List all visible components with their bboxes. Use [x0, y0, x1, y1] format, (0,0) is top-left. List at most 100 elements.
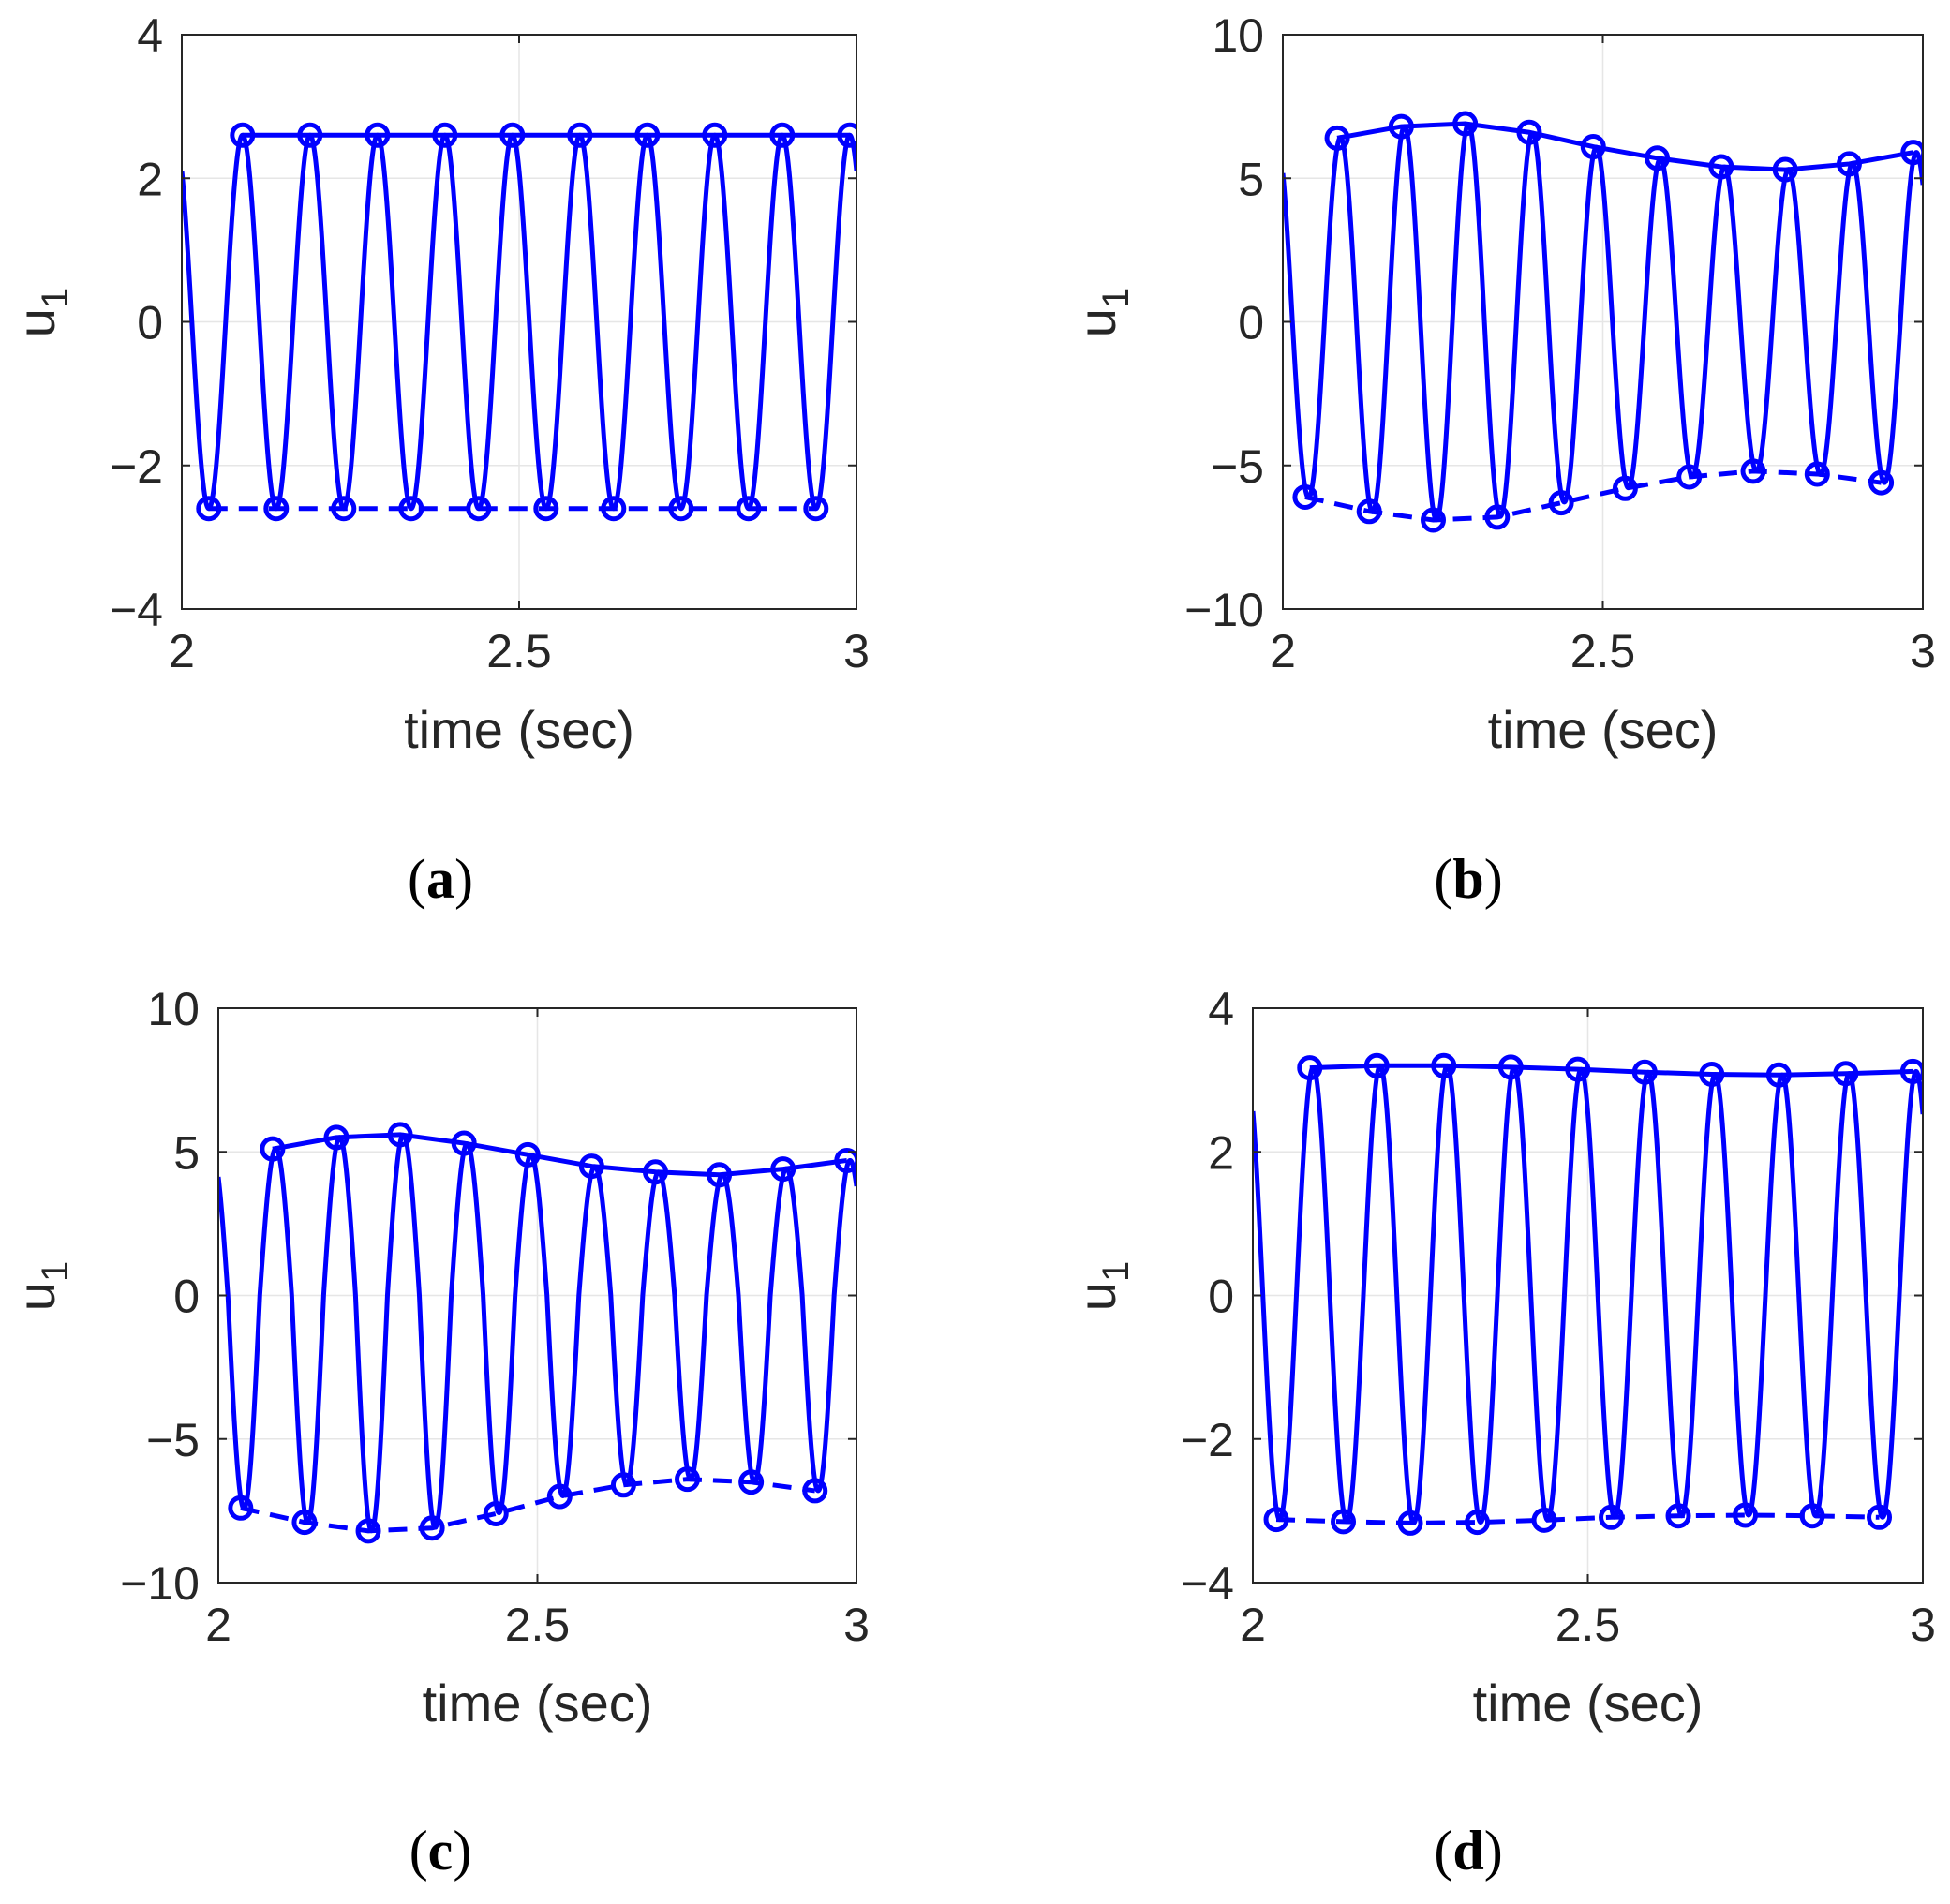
upper-envelope-marker [1431, 1052, 1457, 1078]
lower-envelope-marker [1331, 1509, 1357, 1535]
x-axis-label: time (sec) [1488, 700, 1719, 759]
u1-signal-line [218, 1132, 856, 1534]
y-tick-label: −5 [146, 1414, 200, 1466]
data-layer [182, 122, 856, 522]
upper-envelope-marker [1645, 145, 1671, 171]
y-tick-label: −10 [1184, 584, 1264, 636]
upper-envelope-marker [1363, 1052, 1390, 1078]
lower-envelope-marker [601, 496, 627, 522]
y-axis-label-subscript: 1 [1095, 1261, 1137, 1282]
upper-envelope-marker [1565, 1056, 1591, 1082]
lower-envelope-marker [546, 1483, 573, 1510]
caption-b: (b) [1434, 848, 1502, 910]
y-tick-label: 0 [173, 1271, 200, 1323]
y-tick-label: 4 [1208, 983, 1234, 1035]
lower-envelope-marker [1356, 498, 1382, 525]
x-tick-label: 2 [1240, 1599, 1266, 1651]
x-tick-label: 3 [1910, 1599, 1936, 1651]
lower-envelope-marker [1733, 1502, 1759, 1528]
upper-envelope-marker [1580, 134, 1606, 160]
x-tick-label: 3 [843, 1599, 870, 1651]
lower-envelope-line [1304, 469, 1882, 523]
x-tick-label: 3 [843, 625, 870, 677]
x-tick-label: 2.5 [1556, 1599, 1621, 1651]
x-tick-label: 2.5 [486, 625, 552, 677]
y-axis-label-main: u [7, 1282, 66, 1311]
upper-envelope-marker [578, 1153, 604, 1180]
lower-envelope-marker [803, 496, 829, 522]
lower-envelope-marker [466, 496, 492, 522]
lower-envelope-marker [675, 1466, 701, 1493]
lower-envelope-marker [736, 496, 762, 522]
subplot-c: 2 2.5 3 −10 −5 0 5 10 time (sec) u1 [7, 983, 870, 1733]
upper-envelope-marker [387, 1122, 413, 1148]
upper-envelope-marker [323, 1124, 350, 1151]
upper-envelope-marker [1699, 1061, 1725, 1087]
lower-envelope-marker [1397, 1510, 1423, 1536]
upper-envelope-marker [770, 1156, 796, 1183]
lower-envelope-marker [802, 1478, 828, 1504]
y-tick-label: 2 [137, 153, 163, 205]
upper-envelope-marker [1833, 1061, 1859, 1087]
x-axis-label: time (sec) [1473, 1673, 1704, 1733]
upper-envelope-line [1309, 1063, 1913, 1078]
upper-envelope-marker [1631, 1059, 1658, 1085]
lower-envelope-marker [1599, 1504, 1625, 1530]
lower-envelope-line [1275, 1512, 1880, 1525]
data-layer [218, 1122, 856, 1544]
y-tick-label: 0 [1238, 297, 1264, 350]
lower-envelope-marker [668, 496, 694, 522]
lower-envelope-marker [1740, 458, 1766, 484]
upper-envelope-marker [567, 122, 593, 148]
lower-envelope-marker [1484, 504, 1511, 530]
x-tick-label: 2.5 [505, 1599, 571, 1651]
upper-envelope-marker [1297, 1055, 1323, 1081]
upper-envelope-marker [634, 122, 661, 148]
y-axis-label-main: u [7, 308, 66, 337]
upper-envelope-marker [1899, 1058, 1923, 1084]
caption-d: (d) [1434, 1820, 1502, 1882]
y-tick-label: −4 [1181, 1557, 1234, 1610]
upper-envelope-marker [260, 1136, 286, 1162]
x-axis-label: time (sec) [404, 700, 634, 759]
y-tick-label: −10 [120, 1557, 200, 1610]
upper-envelope-line [272, 1132, 848, 1178]
upper-envelope-marker [769, 122, 796, 148]
lower-envelope-marker [1868, 469, 1895, 496]
upper-envelope-marker [514, 1141, 541, 1168]
subplot-d: 2 2.5 3 −4 −2 0 2 4 time (sec) u1 [1067, 983, 1936, 1733]
y-axis-label-subscript: 1 [35, 1261, 76, 1282]
lower-envelope-marker [398, 496, 424, 522]
lower-envelope-marker [355, 1518, 381, 1544]
y-axis-label-subscript: 1 [1095, 288, 1137, 308]
lower-envelope-marker [738, 1469, 765, 1495]
upper-envelope-marker [1708, 154, 1734, 180]
lower-envelope-marker [331, 496, 357, 522]
y-tick-label: 2 [1208, 1126, 1234, 1179]
x-tick-label: 2.5 [1570, 625, 1636, 677]
lower-envelope-marker [263, 496, 290, 522]
upper-envelope-marker [451, 1130, 477, 1156]
y-tick-label: −5 [1211, 440, 1264, 493]
upper-envelope-marker [837, 122, 856, 148]
upper-envelope-line [1336, 121, 1914, 172]
y-axis-label-main: u [1067, 1282, 1126, 1311]
data-layer [1253, 1052, 1923, 1536]
lower-envelope-marker [1799, 1503, 1825, 1529]
lower-envelope-line [240, 1477, 816, 1534]
lower-envelope-marker [1676, 464, 1703, 490]
x-tick-label: 2 [169, 625, 195, 677]
upper-envelope-marker [432, 122, 458, 148]
upper-envelope-marker [1772, 156, 1798, 183]
y-axis-label-subscript: 1 [35, 288, 76, 308]
x-tick-label: 2 [1270, 625, 1296, 677]
lower-envelope-marker [419, 1515, 445, 1541]
lower-envelope-marker [1292, 483, 1318, 510]
upper-envelope-marker [1900, 140, 1923, 166]
lower-envelope-marker [1665, 1503, 1691, 1529]
y-tick-label: −2 [1181, 1414, 1234, 1466]
y-tick-label: 10 [147, 983, 200, 1035]
u1-signal-line [1253, 1063, 1923, 1525]
y-tick-label: 0 [137, 297, 163, 350]
